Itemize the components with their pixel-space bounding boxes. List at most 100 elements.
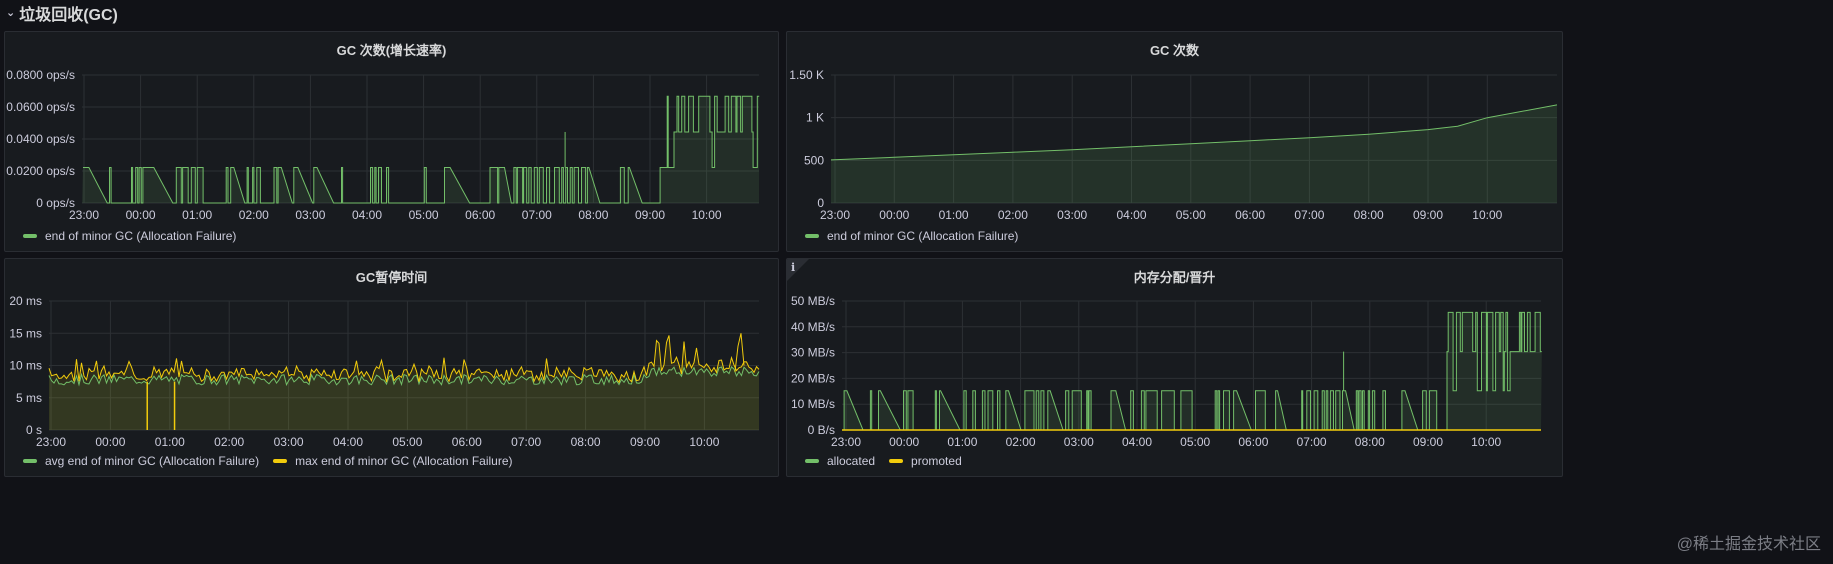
x-tick-label: 08:00 (571, 435, 601, 449)
x-tick-label: 08:00 (578, 208, 608, 222)
legend-label: max end of minor GC (Allocation Failure) (295, 454, 513, 468)
x-tick-label: 04:00 (1122, 435, 1152, 449)
x-tick-label: 04:00 (352, 208, 382, 222)
x-tick-label: 04:00 (333, 435, 363, 449)
x-tick-label: 03:00 (1057, 208, 1087, 222)
panel-title[interactable]: 内存分配/晋升 (1133, 270, 1216, 285)
x-tick-label: 05:00 (1176, 208, 1206, 222)
x-tick-label: 00:00 (879, 208, 909, 222)
x-tick-label: 06:00 (452, 435, 482, 449)
row-title: 垃圾回收(GC) (19, 7, 118, 24)
gc-pause-chart: 0 s 5 ms 10 ms 15 ms 20 ms 23:00 00:00 01:00 02:… (9, 294, 760, 449)
x-tick-label: 06:00 (465, 208, 495, 222)
y-tick-label: 40 MB/s (791, 320, 835, 334)
x-tick-label: 10:00 (692, 208, 722, 222)
x-tick-label: 10:00 (1471, 435, 1501, 449)
y-tick-label: 0 (817, 196, 824, 210)
gc-rate-chart: 0 ops/s 0.0200 ops/s 0.0400 ops/s 0.0600 op… (6, 68, 760, 222)
x-tick-label: 10:00 (1472, 208, 1502, 222)
x-tick-label: 09:00 (1413, 208, 1443, 222)
legend-label: end of minor GC (Allocation Failure) (827, 229, 1019, 243)
panel-title[interactable]: GC 次数(增长速率) (336, 43, 447, 58)
x-tick-label: 06:00 (1238, 435, 1268, 449)
x-tick-label: 09:00 (635, 208, 665, 222)
x-tick-label: 23:00 (820, 208, 850, 222)
x-tick-label: 07:00 (1297, 435, 1327, 449)
legend-swatch (889, 459, 904, 463)
x-tick-label: 05:00 (1180, 435, 1210, 449)
mem-alloc-chart: 0 B/s 10 MB/s 20 MB/s 30 MB/s 40 MB/s 50 MB/s… (791, 294, 1542, 449)
y-tick-label: 10 ms (9, 359, 42, 373)
y-tick-label: 20 MB/s (791, 371, 835, 385)
y-tick-label: 0.0600 ops/s (6, 100, 75, 114)
peak-mark (734, 333, 745, 373)
series-max-line (48, 335, 760, 384)
panel-title[interactable]: GC暂停时间 (355, 270, 428, 285)
legend-item[interactable]: max end of minor GC (Allocation Failure) (273, 454, 513, 468)
series-allocation-failure-line (83, 95, 760, 204)
series-allocation-failure-area (82, 96, 760, 203)
max-area (49, 335, 759, 430)
y-tick-label: 5 ms (16, 391, 42, 405)
panel-mem-alloc[interactable]: i 内存分配/晋升 0 B/s 10 MB/s 20 MB/s 30 MB/s 40 M… (786, 258, 1563, 477)
gc-count-chart: 0 500 1 K 1.50 K 23:00 00:00 01:00 02:00 03:00 04… (789, 68, 1558, 222)
info-icon[interactable]: i (791, 261, 796, 274)
y-tick-label: 0.0400 ops/s (6, 132, 75, 146)
x-tick-label: 08:00 (1355, 435, 1385, 449)
x-tick-label: 23:00 (36, 435, 66, 449)
y-tick-label: 50 MB/s (791, 294, 835, 308)
y-tick-label: 10 MB/s (791, 397, 835, 411)
x-tick-label: 04:00 (1116, 208, 1146, 222)
legend-swatch (23, 459, 37, 463)
x-tick-label: 03:00 (1064, 435, 1094, 449)
y-tick-label: 500 (804, 153, 824, 167)
x-tick-label: 08:00 (1354, 208, 1384, 222)
y-tick-label: 1 K (806, 111, 824, 125)
x-tick-label: 09:00 (630, 435, 660, 449)
legend-label: allocated (827, 454, 876, 468)
x-tick-label: 05:00 (392, 435, 422, 449)
x-tick-label: 06:00 (1235, 208, 1265, 222)
x-tick-label: 10:00 (689, 435, 719, 449)
x-tick-label: 00:00 (889, 435, 919, 449)
x-tick-label: 00:00 (95, 435, 125, 449)
legend-item[interactable]: allocated (805, 454, 875, 468)
series-area (831, 104, 1557, 203)
legend: end of minor GC (Allocation Failure) (23, 229, 236, 243)
x-tick-label: 02:00 (214, 435, 244, 449)
y-tick-label: 1.50 K (789, 68, 824, 82)
legend-label: end of minor GC (Allocation Failure) (45, 229, 237, 243)
x-tick-label: 03:00 (295, 208, 325, 222)
x-tick-label: 02:00 (239, 208, 269, 222)
legend-item[interactable]: promoted (889, 454, 962, 468)
panel-title[interactable]: GC 次数 (1149, 43, 1200, 58)
x-tick-label: 07:00 (1294, 208, 1324, 222)
panel-gc-count[interactable]: GC 次数 0 500 1 K 1.50 K 23:00 00:00 01:00 02:00 0… (786, 31, 1563, 252)
legend-item[interactable]: end of minor GC (Allocation Failure) (23, 229, 236, 243)
y-tick-label: 0 B/s (808, 423, 835, 437)
watermark: @稀土掘金技术社区 (1676, 536, 1821, 553)
x-tick-label: 09:00 (1413, 435, 1443, 449)
row-header-gc[interactable]: ⌄ 垃圾回收(GC) (0, 0, 1833, 26)
x-tick-label: 01:00 (939, 208, 969, 222)
legend: avg end of minor GC (Allocation Failure)… (23, 454, 513, 468)
x-tick-label: 23:00 (69, 208, 99, 222)
x-tick-label: 03:00 (274, 435, 304, 449)
x-tick-label: 01:00 (182, 208, 212, 222)
series-line (830, 104, 1558, 161)
y-tick-label: 0.0200 ops/s (6, 164, 75, 178)
legend-item[interactable]: end of minor GC (Allocation Failure) (805, 229, 1018, 243)
panel-gc-rate[interactable]: GC 次数(增长速率) 0 ops/s 0.0200 ops/s 0.0400 op… (4, 31, 779, 252)
legend-label: promoted (911, 454, 962, 468)
x-tick-label: 01:00 (155, 435, 185, 449)
x-tick-label: 02:00 (1006, 435, 1036, 449)
x-tick-label: 05:00 (409, 208, 439, 222)
y-tick-label: 0 ops/s (36, 196, 75, 210)
legend-item[interactable]: avg end of minor GC (Allocation Failure) (23, 454, 259, 468)
y-tick-label: 15 ms (9, 326, 42, 340)
chevron-down-icon: ⌄ (6, 6, 16, 19)
x-tick-label: 07:00 (522, 208, 552, 222)
y-tick-label: 20 ms (9, 294, 42, 308)
info-corner[interactable] (787, 259, 809, 281)
